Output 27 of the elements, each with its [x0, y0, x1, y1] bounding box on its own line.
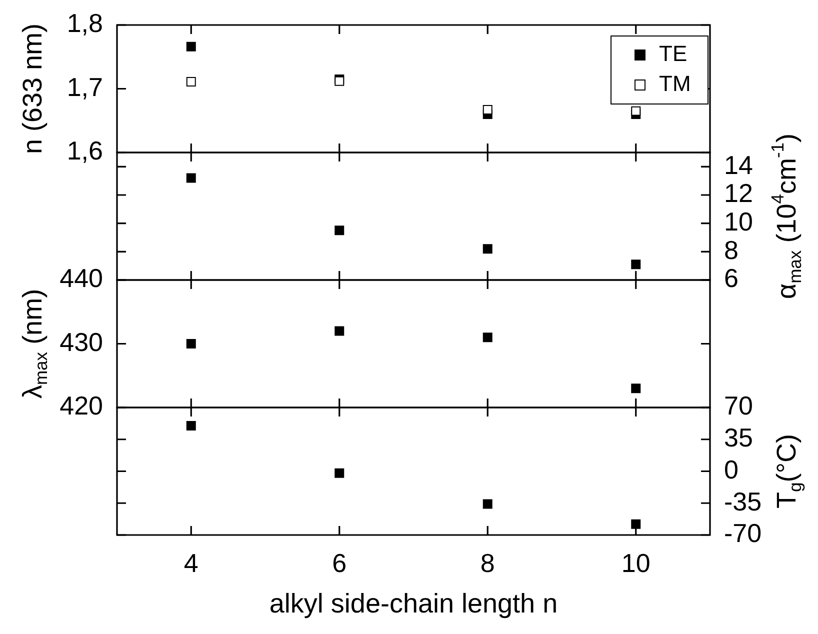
y-tick-label: 420: [60, 390, 103, 421]
x-axis-title: alkyl side-chain length n: [269, 588, 558, 618]
y2-tick-label: -70: [724, 518, 762, 548]
x-tick-label: 6: [332, 548, 347, 578]
y-tick-label: 1,7: [66, 72, 103, 102]
y2-tick-label: 70: [724, 390, 753, 421]
y2-tick-label: 8: [724, 234, 738, 265]
y-tick-label: 440: [60, 263, 103, 294]
legend-label: TE: [659, 41, 688, 66]
x-tick-label: 4: [184, 548, 198, 578]
y2-axis-title: Tg(°C): [771, 434, 805, 509]
y2-tick-label: 6: [724, 263, 738, 294]
y-axis-title: n (633 nm): [17, 23, 48, 154]
x-tick-label: 10: [621, 548, 650, 578]
y-tick-label: 1,8: [66, 8, 103, 38]
y2-tick-label: 14: [724, 150, 753, 180]
y2-tick-label: 0: [724, 454, 738, 484]
x-tick-label: 8: [480, 548, 495, 578]
y-axis-title: λmax (nm): [17, 288, 51, 399]
y2-axis-title: αmax (104cm-1): [767, 133, 805, 300]
y-tick-label: 430: [60, 326, 103, 357]
y2-tick-label: 12: [724, 178, 753, 208]
y2-tick-label: -35: [724, 486, 762, 516]
y2-tick-label: 35: [724, 422, 753, 453]
y2-tick-label: 10: [724, 206, 753, 237]
y-tick-label: 1,6: [66, 136, 103, 166]
legend-label: TM: [659, 71, 691, 96]
